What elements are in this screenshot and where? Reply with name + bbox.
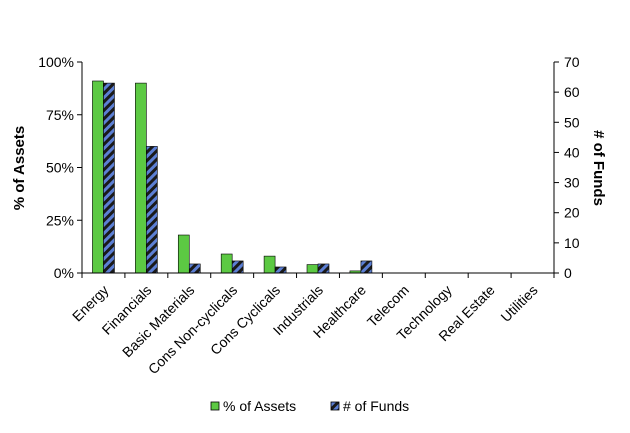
right-axis-ticks: 0 10 20 30 40 50 60 70 (554, 54, 580, 281)
bars (92, 80, 373, 274)
bar-assets (306, 264, 319, 274)
bar-funds (360, 260, 373, 274)
bar-funds (317, 263, 330, 274)
legend-label-assets: % of Assets (223, 398, 296, 414)
bar-funds (146, 146, 158, 274)
right-tick-label: 0 (564, 265, 572, 281)
bar-funds (188, 263, 201, 274)
left-tick-label: 75% (46, 107, 74, 123)
right-tick-label: 30 (564, 175, 580, 191)
axes (81, 62, 555, 274)
bar-assets (220, 253, 233, 274)
right-axis-title: # of Funds (590, 130, 607, 206)
bar-assets (92, 80, 104, 274)
right-tick-label: 10 (564, 235, 580, 251)
bar-assets (263, 255, 276, 274)
category-label: Energy (69, 282, 112, 325)
right-tick-label: 20 (564, 205, 580, 221)
right-tick-label: 70 (564, 54, 580, 70)
bar-funds (103, 82, 115, 274)
bar-assets (135, 82, 147, 274)
left-axis-ticks: 0% 25% 50% 75% 100% (38, 54, 82, 281)
bar-funds (231, 260, 244, 274)
left-tick-label: 50% (46, 160, 74, 176)
left-tick-label: 0% (54, 265, 74, 281)
legend: % of Assets # of Funds (210, 398, 409, 414)
bar-assets (177, 234, 190, 274)
legend-label-funds: # of Funds (343, 398, 409, 414)
legend-swatch-funds (330, 401, 340, 411)
right-tick-label: 60 (564, 84, 580, 100)
right-tick-label: 50 (564, 114, 580, 130)
right-tick-label: 40 (564, 144, 580, 160)
category-label: Utilities (497, 282, 540, 325)
legend-swatch-assets (210, 401, 220, 411)
left-tick-label: 25% (46, 212, 74, 228)
left-tick-label: 100% (38, 54, 74, 70)
bar-funds (274, 266, 287, 274)
left-axis-title: % of Assets (11, 126, 28, 210)
